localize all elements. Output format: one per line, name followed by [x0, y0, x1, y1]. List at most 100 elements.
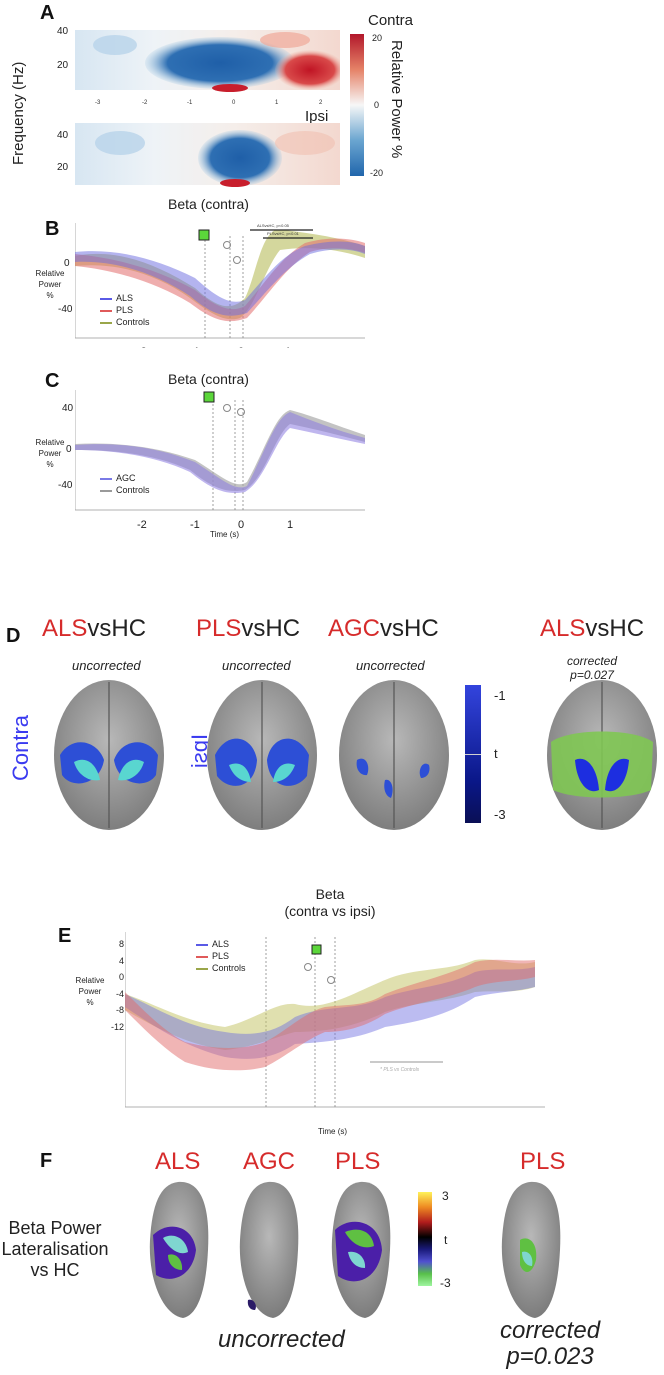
legend-item-pls: PLS — [100, 304, 150, 316]
panel-c-xtick: 0 — [238, 519, 244, 530]
panel-letter-d: D — [6, 625, 21, 647]
legend-item-pls: PLS — [196, 950, 246, 962]
panel-b-xtick: -2 — [137, 346, 147, 348]
panel-c-ylabel: Relative Power% — [35, 438, 65, 469]
legend-item-controls: Controls — [100, 484, 150, 496]
hand-icon — [237, 408, 245, 416]
d-colorbar-tick-neg3: -3 — [494, 807, 506, 822]
colorbar-tick-20: 20 — [372, 33, 383, 43]
hand-icon — [304, 963, 312, 971]
comparison-title-agc: AGCvsHC — [328, 615, 439, 642]
ipsi-spectrogram — [75, 123, 340, 187]
pls-sig-label: PLSvsHC, p<0.01 — [267, 231, 300, 236]
panel-b-ytick-0: 0 — [64, 258, 70, 269]
panel-c-xtick: -1 — [190, 519, 200, 530]
als-corrected-note: corrected p=0.027 — [567, 654, 618, 682]
panel-e-legend: ALS PLS Controls — [196, 938, 246, 974]
hand-icon — [223, 404, 231, 412]
panel-e-xlabel: Time (s) — [318, 1127, 348, 1136]
panel-letter-a: A — [40, 2, 55, 24]
panel-e-ylabel: Relative Power% — [75, 976, 105, 1007]
legend-item-als: ALS — [100, 292, 150, 304]
spec-xtick: -3 — [95, 100, 101, 106]
pls-series-band — [125, 959, 535, 1071]
comparison-title-als: ALSvsHC — [42, 615, 147, 642]
spec-bottom-ytick-20: 20 — [57, 162, 69, 173]
d-colorbar-tick-neg1: -1 — [494, 688, 506, 703]
als-series-band — [75, 241, 365, 316]
pls-corrected-lateralisation-map — [501, 1181, 561, 1318]
d-colorbar-tick-t: t — [494, 746, 498, 761]
comparison-title-pls: PLSvsHC — [196, 615, 301, 642]
colorbar-tick-neg20: -20 — [370, 168, 384, 178]
ipsi-spectrogram-label: Ipsi — [305, 108, 329, 125]
f-colorbar-tick-t: t — [444, 1233, 448, 1247]
go-cue-icon — [311, 944, 322, 955]
spec-top-ytick-40: 40 — [57, 26, 69, 37]
f-group-pls: PLS — [335, 1148, 381, 1175]
panel-c-title: Beta (contra) — [168, 371, 249, 387]
f-uncorrected-note: uncorrected — [218, 1326, 345, 1353]
panel-c-xtick: 1 — [287, 519, 293, 530]
f-colorbar-tick-3: 3 — [442, 1189, 449, 1203]
spec-xtick-group: -3 -2 -1 0 1 2 — [95, 100, 323, 106]
hand-icon — [327, 976, 335, 984]
spec-xtick: -1 — [187, 100, 193, 106]
spec-xtick: 0 — [232, 100, 236, 106]
panel-letter-f: F — [40, 1150, 53, 1172]
als-lateralisation-map — [149, 1181, 209, 1318]
contra-spectrogram — [75, 30, 340, 92]
agc-lateralisation-map — [239, 1181, 299, 1318]
colorbar-midline — [465, 754, 481, 755]
panel-letter-c: C — [45, 370, 60, 392]
panel-c-ytick-neg40: -40 — [58, 480, 73, 491]
colorbar-tick-0: 0 — [374, 100, 380, 110]
panel-b-title: Beta (contra) — [168, 196, 249, 212]
pls-brain-map — [207, 680, 317, 830]
f-group-pls-corrected: PLS — [520, 1148, 566, 1175]
panel-b-xtick: -1 — [190, 346, 200, 348]
als-corrected-brain-map — [547, 680, 657, 830]
hand-icon — [233, 256, 241, 264]
f-group-agc: AGC — [243, 1148, 296, 1175]
panel-b-xtick: 1 — [285, 346, 291, 348]
f-corrected-note: corrected p=0.023 — [500, 1317, 601, 1370]
panel-letter-e: E — [58, 925, 72, 947]
spec-xtick: 2 — [319, 100, 323, 106]
agc-brain-map — [339, 680, 449, 830]
agc-series-band — [75, 412, 365, 494]
panel-f-brains — [149, 1181, 561, 1318]
contra-spectrogram-label: Contra — [368, 12, 414, 29]
panel-c-ytick-40: 40 — [62, 403, 74, 414]
colorbar-label: Relative Power % — [388, 40, 405, 159]
relative-power-colorbar — [350, 34, 364, 176]
panel-b-chart: ALSvsHC, p<0.05 PLSvsHC, p<0.01 -2 -1 0 … — [75, 223, 365, 348]
als-sig-label: ALSvsHC, p<0.05 — [257, 223, 290, 228]
spec-bottom-ytick-40: 40 — [57, 130, 69, 141]
panel-c-xlabel: Time (s) — [210, 530, 240, 539]
spec-top-ytick-20: 20 — [57, 60, 69, 71]
agc-uncorrected-note: uncorrected — [356, 658, 425, 673]
pls-uncorrected-note: uncorrected — [222, 658, 291, 673]
spec-xtick: -2 — [142, 100, 148, 106]
go-cue-icon — [198, 229, 210, 241]
panel-b-ylabel: Relative Power% — [35, 269, 65, 300]
panel-b-xtick: 0 — [238, 346, 244, 348]
panel-d-brains — [54, 680, 657, 830]
legend-item-agc: AGC — [100, 472, 150, 484]
spectrogram-figure: -3 -2 -1 0 1 2 — [75, 30, 340, 187]
spec-xtick: 1 — [275, 100, 279, 106]
panel-c-chart: -2 -1 0 1 — [75, 390, 365, 530]
panel-b-ytick-neg40: -40 — [58, 304, 73, 315]
frequency-axis-label: Frequency (Hz) — [10, 61, 27, 165]
panel-c-legend: AGC Controls — [100, 472, 150, 496]
legend-item-controls: Controls — [196, 962, 246, 974]
f-colorbar-tick-neg3: -3 — [440, 1276, 451, 1290]
pls-sig-label: * PLS vs Controls — [380, 1067, 420, 1073]
legend-item-controls: Controls — [100, 316, 150, 328]
panel-e-chart: * PLS vs Controls -2 -1 0 1 — [125, 932, 545, 1108]
panel-letter-b: B — [45, 218, 60, 240]
lateralisation-row-label: Beta Power Lateralisation vs HC — [1, 1218, 109, 1280]
pls-lateralisation-map — [331, 1181, 391, 1318]
lateralisation-colorbar — [418, 1192, 432, 1286]
